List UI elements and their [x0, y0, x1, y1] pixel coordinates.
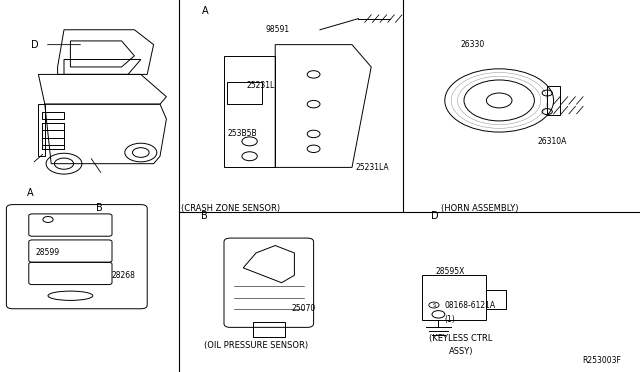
- Text: D: D: [431, 211, 439, 221]
- Bar: [42, 112, 64, 119]
- Text: (KEYLESS CTRL: (KEYLESS CTRL: [429, 334, 493, 343]
- Text: A: A: [202, 6, 208, 16]
- Bar: [224, 56, 275, 167]
- Text: (CRASH ZONE SENSOR): (CRASH ZONE SENSOR): [181, 204, 280, 213]
- Text: 25231L: 25231L: [246, 81, 275, 90]
- Text: 25070: 25070: [291, 304, 316, 313]
- Text: A: A: [28, 189, 34, 198]
- Text: 28595X: 28595X: [435, 267, 465, 276]
- Text: (HORN ASSEMBLY): (HORN ASSEMBLY): [441, 204, 519, 213]
- Text: 25231LA: 25231LA: [355, 163, 389, 172]
- Bar: [422, 275, 486, 320]
- Bar: [227, 82, 262, 104]
- Bar: [486, 290, 506, 309]
- Text: D: D: [31, 40, 39, 49]
- Text: 253B5B: 253B5B: [227, 129, 257, 138]
- Text: B: B: [202, 211, 208, 221]
- Text: 26310A: 26310A: [538, 137, 567, 146]
- Text: 98591: 98591: [266, 25, 290, 34]
- Text: 26330: 26330: [461, 40, 485, 49]
- Text: (OIL PRESSURE SENSOR): (OIL PRESSURE SENSOR): [204, 341, 308, 350]
- Text: S: S: [432, 302, 436, 308]
- Text: R253003F: R253003F: [582, 356, 621, 365]
- Bar: [547, 86, 560, 115]
- Bar: [253, 322, 285, 337]
- Text: 28268: 28268: [112, 271, 136, 280]
- Text: (1): (1): [445, 315, 456, 324]
- Text: ASSY): ASSY): [449, 347, 473, 356]
- Text: B: B: [96, 203, 102, 213]
- Text: 08168-6121A: 08168-6121A: [445, 301, 496, 310]
- Text: 28599: 28599: [35, 248, 60, 257]
